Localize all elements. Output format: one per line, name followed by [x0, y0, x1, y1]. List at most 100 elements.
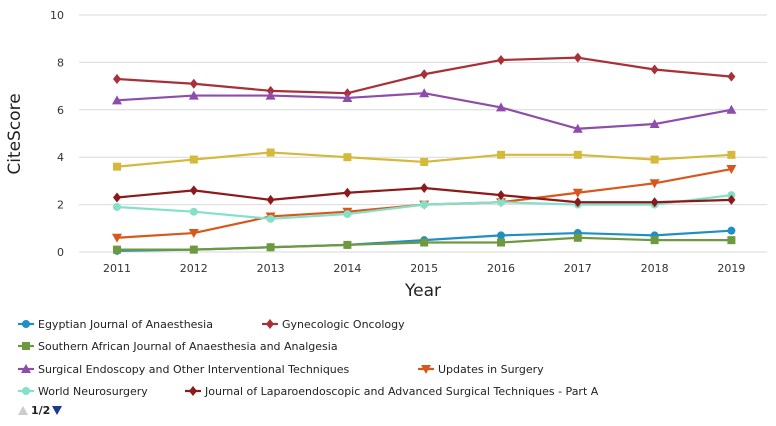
data-point-s5-2: [266, 214, 275, 223]
data-point-s2-1: [189, 245, 198, 254]
legend-item: Journal of Laparoendoscopic and Advanced…: [185, 385, 599, 398]
data-point-s6-6: [573, 197, 582, 208]
legend-label: Surgical Endoscopy and Other Interventio…: [38, 363, 350, 376]
data-point-s6-0: [113, 192, 121, 203]
legend-label: Gynecologic Oncology: [282, 318, 405, 331]
grid-lines: [79, 14, 767, 253]
legend-label: Southern African Journal of Anaesthesia …: [38, 340, 338, 353]
data-point-s3-3: [342, 92, 353, 102]
data-point-s3-4: [419, 88, 430, 98]
data-point-s6-4: [420, 183, 429, 194]
x-tick-label: 2011: [103, 262, 131, 275]
y-tick-label: 2: [57, 199, 64, 212]
x-tick-label: 2016: [487, 262, 515, 275]
data-point-s6-2: [266, 194, 275, 205]
data-point-s6-5: [497, 190, 505, 201]
x-axis-ticks: 2011 2012 2013 2014 2015 2016 2017 2018 2019: [103, 262, 745, 275]
data-point-s5-4: [420, 200, 429, 209]
legend-item: Egyptian Journal of Anaesthesia: [18, 318, 213, 331]
legend-label: Journal of Laparoendoscopic and Advanced…: [204, 385, 599, 398]
legend-item: Updates in Surgery: [418, 363, 544, 376]
data-point-s7-4: [420, 157, 429, 166]
data-point-s5-0: [113, 202, 121, 211]
legend-swatch-marker: [189, 386, 197, 396]
pager-prev-arrow-icon[interactable]: [18, 406, 28, 415]
legend-swatch-marker: [21, 364, 31, 373]
data-point-s7-7: [650, 155, 659, 164]
data-point-s3-6: [572, 123, 583, 133]
y-axis-ticks: 0 2 4 6 8 10: [50, 9, 64, 259]
x-axis-title: Year: [404, 281, 441, 301]
data-point-s5-3: [343, 210, 352, 219]
data-point-s2-3: [343, 240, 352, 249]
legend-swatch-marker: [22, 387, 30, 395]
data-point-s3-1: [188, 90, 199, 100]
pager-text: 1/2: [31, 404, 50, 417]
data-point-s5-5: [497, 198, 505, 207]
data-point-s7-3: [343, 153, 352, 162]
y-tick-label: 4: [57, 151, 64, 164]
data-point-s1-4: [420, 69, 429, 80]
x-tick-label: 2012: [180, 262, 208, 275]
x-tick-label: 2015: [410, 262, 438, 275]
x-tick-label: 2019: [717, 262, 745, 275]
data-point-s6-8: [727, 194, 736, 205]
data-point-s1-0: [113, 73, 121, 84]
legend: Egyptian Journal of Anaesthesia Gynecolog…: [18, 318, 599, 398]
data-point-s2-8: [727, 236, 736, 245]
data-point-s1-8: [727, 71, 736, 82]
data-point-s2-6: [573, 233, 582, 242]
data-point-s6-7: [650, 197, 659, 208]
data-point-s3-7: [649, 119, 660, 129]
legend-item: World Neurosurgery: [18, 385, 148, 398]
data-point-s4-6: [572, 188, 583, 198]
y-tick-label: 10: [50, 9, 64, 22]
legend-pager: 1/2: [18, 404, 62, 417]
data-point-s0-8: [727, 226, 736, 235]
y-tick-label: 8: [57, 56, 64, 69]
y-axis-title: CiteScore: [5, 93, 25, 174]
x-tick-label: 2018: [641, 262, 669, 275]
series-markers: [112, 52, 737, 255]
data-point-s1-1: [189, 78, 198, 89]
series-line-3: [116, 92, 732, 130]
data-point-s4-0: [112, 233, 122, 243]
data-point-s2-5: [497, 238, 505, 247]
data-point-s3-5: [496, 102, 506, 112]
pager-next-arrow-icon[interactable]: [52, 406, 62, 415]
data-point-s7-8: [727, 150, 736, 159]
data-point-s7-0: [113, 162, 121, 171]
data-point-s2-7: [650, 236, 659, 245]
data-point-s7-5: [497, 150, 505, 159]
data-point-s4-8: [726, 165, 737, 175]
legend-label: Updates in Surgery: [438, 363, 544, 376]
x-tick-label: 2014: [333, 262, 361, 275]
data-point-s1-6: [573, 52, 582, 63]
legend-swatch-marker: [22, 320, 30, 328]
legend-swatch-marker: [421, 365, 431, 374]
legend-swatch-marker: [266, 319, 274, 329]
x-tick-label: 2013: [257, 262, 285, 275]
legend-label: Egyptian Journal of Anaesthesia: [38, 318, 213, 331]
data-point-s1-7: [650, 64, 659, 75]
legend-swatch-marker: [22, 342, 30, 350]
series-lines: [116, 56, 732, 252]
data-point-s2-2: [266, 243, 275, 252]
y-tick-label: 0: [57, 246, 64, 259]
data-point-s7-6: [573, 150, 582, 159]
data-point-s1-5: [497, 55, 505, 66]
data-point-s7-1: [189, 155, 198, 164]
legend-item: Gynecologic Oncology: [262, 318, 405, 331]
data-point-s7-2: [266, 148, 275, 157]
data-point-s5-1: [189, 207, 198, 216]
data-point-s3-2: [265, 90, 276, 100]
data-point-s2-4: [420, 238, 429, 247]
legend-item: Surgical Endoscopy and Other Interventio…: [18, 363, 350, 376]
y-tick-label: 6: [57, 104, 64, 117]
data-point-s3-8: [726, 104, 737, 114]
legend-item: Southern African Journal of Anaesthesia …: [18, 340, 338, 353]
data-point-s0-5: [497, 231, 505, 240]
x-tick-label: 2017: [564, 262, 592, 275]
legend-label: World Neurosurgery: [38, 385, 148, 398]
